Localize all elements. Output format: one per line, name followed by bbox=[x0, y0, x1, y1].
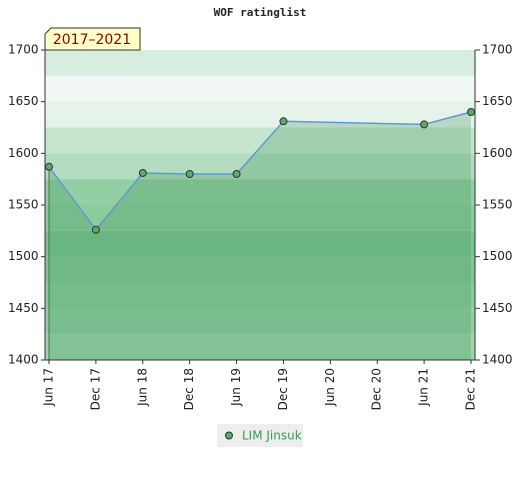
background-band bbox=[45, 179, 475, 205]
y2-tick-label: 1500 bbox=[482, 249, 513, 263]
x-tick-label: Jun 20 bbox=[323, 368, 337, 407]
background-band bbox=[45, 230, 475, 257]
legend bbox=[217, 424, 303, 447]
y2-tick-label: 1600 bbox=[482, 146, 513, 160]
line bbox=[48, 111, 472, 232]
y-tick-label: 1450 bbox=[8, 301, 39, 315]
y-tick-label: 1400 bbox=[8, 353, 39, 367]
point bbox=[420, 120, 429, 129]
x-tick-label: Jun 18 bbox=[135, 368, 149, 407]
y-tick-label: 1500 bbox=[8, 249, 39, 263]
point bbox=[138, 168, 147, 177]
y2-tick-label: 1450 bbox=[482, 301, 513, 315]
area bbox=[49, 112, 471, 360]
point bbox=[185, 170, 194, 178]
background-band bbox=[45, 50, 475, 76]
legend-marker bbox=[225, 431, 233, 440]
x-tick-label: Dec 21 bbox=[464, 368, 478, 410]
background-band bbox=[45, 205, 475, 231]
y-tick-label: 1650 bbox=[8, 94, 39, 108]
background-band bbox=[45, 308, 475, 335]
background-band bbox=[45, 334, 475, 360]
x-tick-label: Jun 17 bbox=[42, 368, 56, 407]
y-tick-label: 1600 bbox=[8, 146, 39, 160]
y2-tick-label: 1700 bbox=[482, 43, 513, 57]
x-tick-label: Dec 18 bbox=[182, 368, 196, 410]
point bbox=[45, 162, 53, 171]
y2-tick-label: 1650 bbox=[482, 94, 513, 108]
x-tick-label: Dec 19 bbox=[276, 368, 290, 410]
point bbox=[467, 108, 475, 116]
plot-area bbox=[45, 50, 475, 360]
chart-title: WOF ratinglist bbox=[214, 6, 307, 19]
legend-label: LIM Jinsuk bbox=[242, 429, 302, 443]
background-band bbox=[45, 75, 475, 102]
point bbox=[91, 225, 100, 234]
y-tick-label: 1550 bbox=[8, 198, 39, 212]
background-band bbox=[45, 153, 475, 180]
y2-tick-label: 1400 bbox=[482, 353, 513, 367]
y2-tick-label: 1550 bbox=[482, 198, 513, 212]
x-tick-label: Dec 20 bbox=[370, 368, 384, 410]
annotation: 2017–2021 bbox=[53, 32, 131, 48]
x-tick-label: Dec 17 bbox=[88, 368, 102, 410]
x-tick-label: Jun 19 bbox=[229, 368, 243, 407]
background-band bbox=[45, 127, 475, 154]
background-band bbox=[45, 256, 475, 283]
y-tick-label: 1700 bbox=[8, 43, 39, 57]
background-band bbox=[45, 282, 475, 309]
point bbox=[279, 117, 288, 126]
x-tick-label: Jun 21 bbox=[417, 368, 431, 407]
point bbox=[232, 170, 241, 178]
annotation-box bbox=[44, 27, 141, 51]
